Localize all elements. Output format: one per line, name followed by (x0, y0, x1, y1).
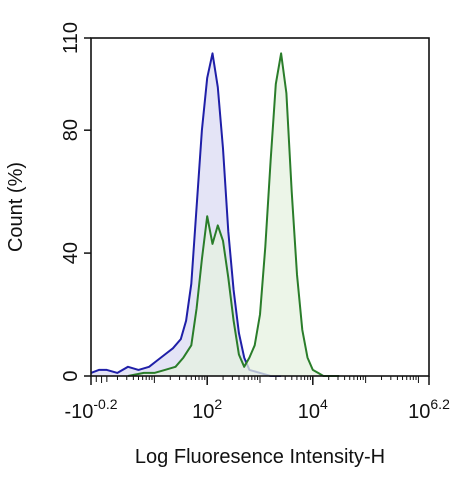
y-tick-label: 0 (60, 370, 82, 381)
series-1-line (90, 52, 282, 377)
x-tick-label: -10-0.2 (64, 396, 117, 423)
y-tick-label: 80 (60, 119, 82, 141)
series-1-area (91, 53, 282, 377)
series-2-line (127, 52, 340, 377)
y-axis-title: Count (%) (5, 162, 27, 252)
y-tick-label: 40 (60, 242, 82, 264)
x-tick-label: 106.2 (408, 396, 450, 423)
x-axis: -10-0.2 102 104 106.2 (64, 376, 450, 423)
x-axis-title: Log Fluoresence Intensity-H (135, 446, 385, 468)
series-layer (90, 52, 340, 377)
x-tick-label: 104 (298, 396, 328, 423)
x-tick-label: 102 (192, 396, 222, 423)
y-axis: 0 40 80 110 (60, 22, 91, 382)
series-2-area (128, 53, 340, 377)
y-tick-label: 110 (60, 22, 82, 54)
